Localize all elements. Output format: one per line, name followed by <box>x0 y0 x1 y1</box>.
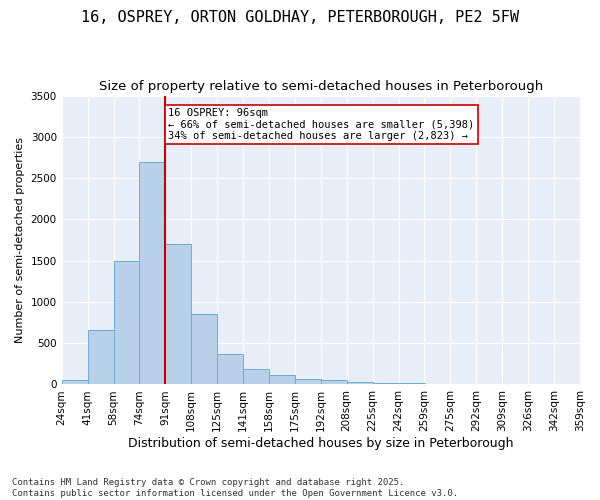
Bar <box>217 354 243 384</box>
Bar <box>166 244 191 384</box>
Text: 16 OSPREY: 96sqm
← 66% of semi-detached houses are smaller (5,398)
34% of semi-d: 16 OSPREY: 96sqm ← 66% of semi-detached … <box>169 108 475 141</box>
Bar <box>191 314 217 384</box>
Bar <box>62 380 88 384</box>
Bar <box>347 382 373 384</box>
Bar <box>113 260 139 384</box>
Bar <box>373 383 398 384</box>
Bar <box>295 379 321 384</box>
Bar <box>243 369 269 384</box>
Y-axis label: Number of semi-detached properties: Number of semi-detached properties <box>15 137 25 343</box>
Text: Contains HM Land Registry data © Crown copyright and database right 2025.
Contai: Contains HM Land Registry data © Crown c… <box>12 478 458 498</box>
X-axis label: Distribution of semi-detached houses by size in Peterborough: Distribution of semi-detached houses by … <box>128 437 514 450</box>
Bar <box>269 374 295 384</box>
Bar <box>321 380 347 384</box>
Bar <box>398 383 425 384</box>
Bar <box>139 162 166 384</box>
Bar <box>88 330 113 384</box>
Title: Size of property relative to semi-detached houses in Peterborough: Size of property relative to semi-detach… <box>99 80 543 93</box>
Text: 16, OSPREY, ORTON GOLDHAY, PETERBOROUGH, PE2 5FW: 16, OSPREY, ORTON GOLDHAY, PETERBOROUGH,… <box>81 10 519 25</box>
